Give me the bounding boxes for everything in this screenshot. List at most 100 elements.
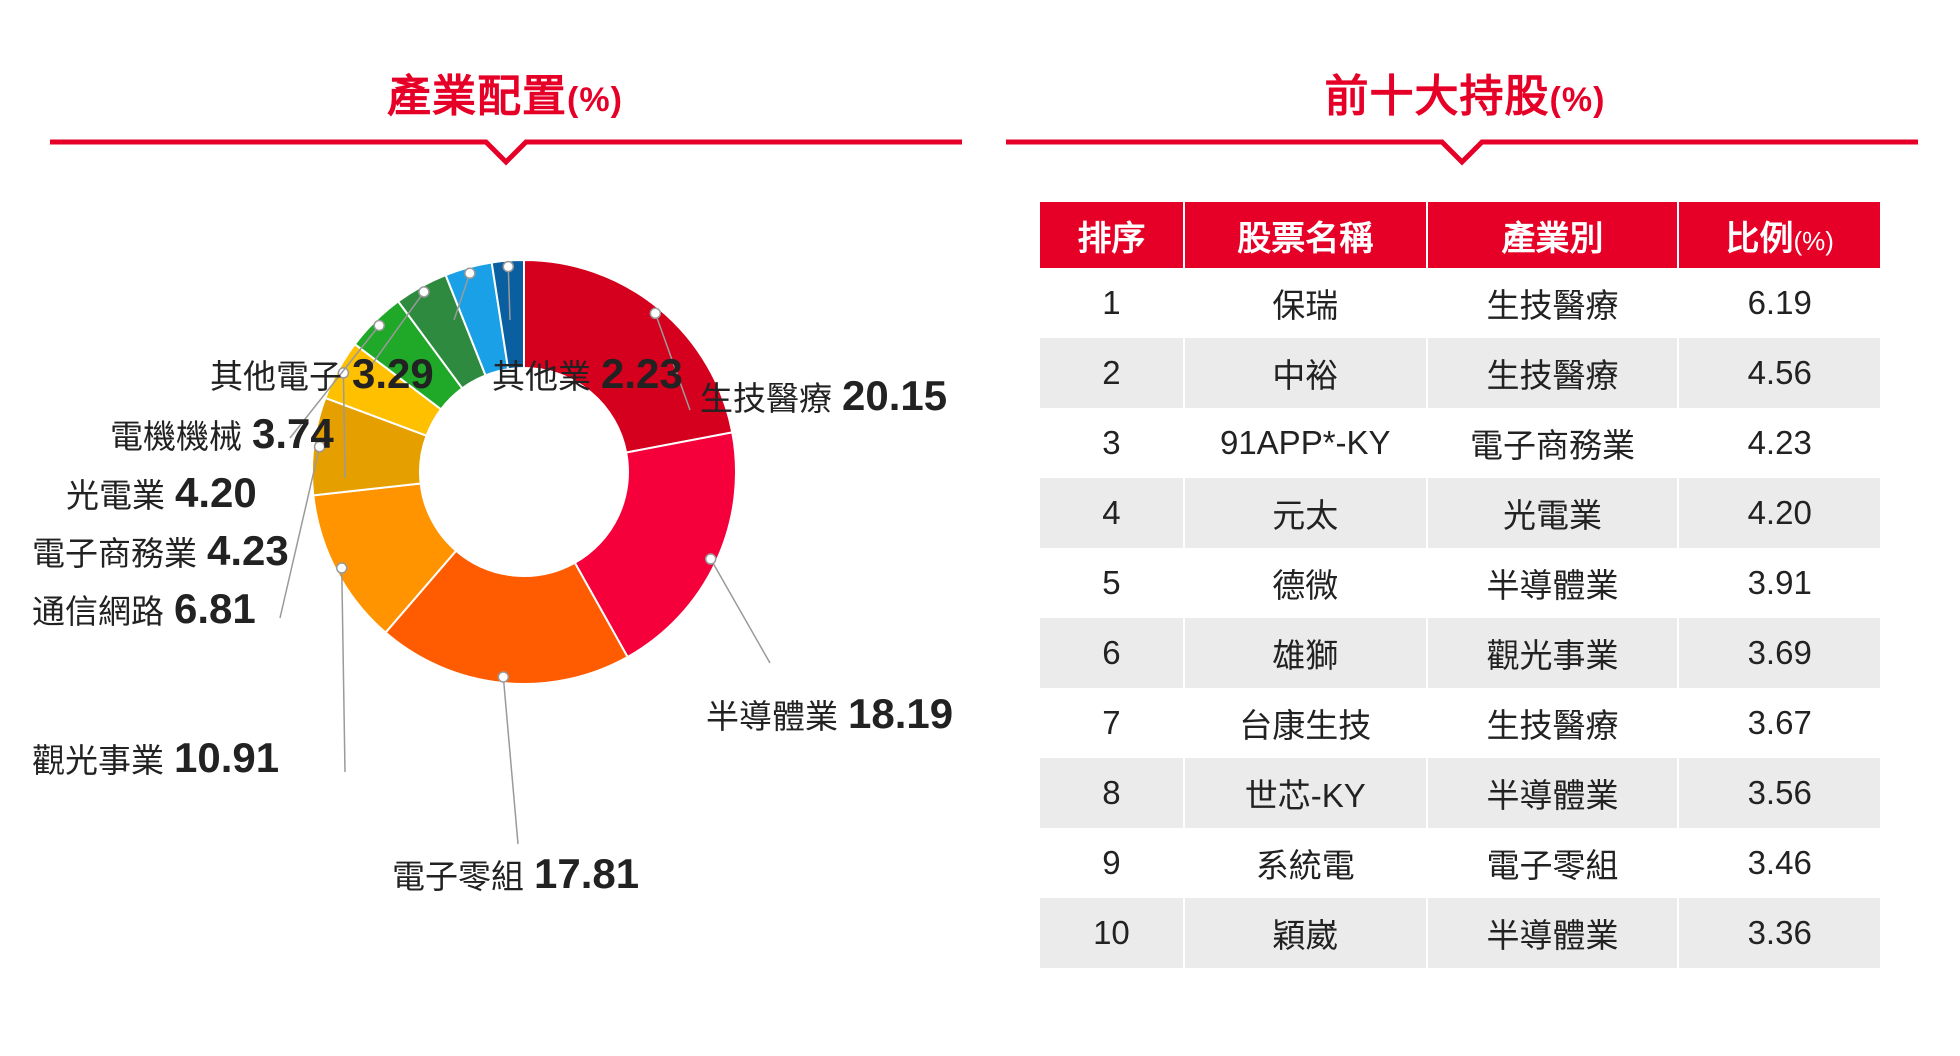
slice-label-name: 電子商務業	[32, 534, 197, 573]
cell-stock-name: 91APP*-KY	[1183, 408, 1428, 478]
cell-rank: 8	[1040, 758, 1185, 828]
cell-ratio: 3.46	[1678, 828, 1880, 898]
table-row: 4 元太 光電業 4.20	[1040, 478, 1880, 548]
cell-ratio: 3.56	[1678, 758, 1880, 828]
leader-line	[453, 272, 471, 321]
industry-allocation-unit: (%)	[567, 81, 623, 119]
cell-stock-name: 雄獅	[1183, 618, 1428, 688]
donut-slice	[573, 431, 737, 659]
table-row: 3 91APP*-KY 電子商務業 4.23	[1040, 408, 1880, 478]
table-row: 1 保瑞 生技醫療 6.19	[1040, 268, 1880, 338]
header-stock-name: 股票名稱	[1183, 202, 1428, 268]
leader-line	[279, 446, 321, 619]
cell-rank: 5	[1040, 548, 1185, 618]
leader-line	[369, 291, 425, 368]
cell-stock-name: 系統電	[1183, 828, 1428, 898]
slice-label-value: 3.74	[252, 410, 334, 457]
table-row: 7 台康生技 生技醫療 3.67	[1040, 688, 1880, 758]
cell-ratio: 3.91	[1678, 548, 1880, 618]
leader-dot	[418, 286, 430, 298]
cell-industry: 光電業	[1426, 478, 1680, 548]
cell-rank: 7	[1040, 688, 1185, 758]
leader-line	[710, 558, 771, 664]
leader-dot	[335, 562, 348, 574]
cell-stock-name: 保瑞	[1183, 268, 1428, 338]
cell-industry: 半導體業	[1426, 898, 1680, 968]
cell-industry: 電子零組	[1426, 828, 1680, 898]
cell-ratio: 3.69	[1678, 618, 1880, 688]
top-ten-holdings-unit: (%)	[1549, 81, 1606, 119]
industry-allocation-title: 產業配置(%)	[50, 60, 960, 124]
slice-label-value: 20.15	[842, 372, 947, 419]
table-body: 1 保瑞 生技醫療 6.19 2 中裕 生技醫療 4.56 3 91APP*-KY 電子商務業 4.2…	[1040, 268, 1880, 968]
header-ratio-unit: (%)	[1793, 225, 1834, 256]
leader-line	[340, 567, 346, 773]
header-ratio-label: 比例	[1725, 219, 1794, 258]
leader-line	[502, 676, 519, 845]
cell-stock-name: 中裕	[1183, 338, 1428, 408]
top-ten-holdings-title-text: 前十大持股	[1324, 72, 1550, 121]
cell-stock-name: 台康生技	[1183, 688, 1428, 758]
slice-label: 其他業 2.23	[492, 350, 683, 397]
slice-label: 其他電子 3.29	[210, 350, 434, 397]
cell-industry: 電子商務業	[1426, 408, 1680, 478]
table-row: 9 系統電 電子零組 3.46	[1040, 828, 1880, 898]
leader-dot	[337, 367, 350, 379]
slice-label-value: 3.29	[352, 350, 434, 397]
cell-stock-name: 德微	[1183, 548, 1428, 618]
cell-industry: 生技醫療	[1426, 338, 1680, 408]
table-row: 5 德微 半導體業 3.91	[1040, 548, 1880, 618]
table-header-row: 排序 股票名稱 產業別 比例(%)	[1040, 202, 1880, 268]
cell-industry: 生技醫療	[1426, 268, 1680, 338]
cell-ratio: 4.23	[1678, 408, 1880, 478]
slice-label-value: 2.23	[601, 350, 683, 397]
cell-rank: 9	[1040, 828, 1185, 898]
slice-label: 光電業 4.20	[66, 469, 257, 516]
leader-dot	[373, 319, 385, 332]
cell-stock-name: 世芯-KY	[1183, 758, 1428, 828]
slice-label-value: 10.91	[174, 734, 279, 781]
leader-dot	[704, 553, 717, 565]
slice-label-value: 6.81	[174, 585, 256, 632]
slice-label-name: 生技醫療	[700, 379, 832, 418]
cell-rank: 2	[1040, 338, 1185, 408]
slice-label-name: 電子零組	[392, 857, 524, 896]
right-divider	[1006, 139, 1918, 166]
cell-ratio: 3.67	[1678, 688, 1880, 758]
left-divider	[50, 139, 962, 166]
cell-ratio: 4.56	[1678, 338, 1880, 408]
slice-label-name: 通信網路	[32, 592, 164, 631]
slice-label-name: 光電業	[66, 476, 165, 515]
cell-industry: 半導體業	[1426, 548, 1680, 618]
slice-label-name: 半導體業	[706, 697, 838, 736]
cell-stock-name: 元太	[1183, 478, 1428, 548]
cell-rank: 6	[1040, 618, 1185, 688]
slice-label-value: 18.19	[848, 690, 953, 737]
industry-donut-chart: 生技醫療 20.15 半導體業 18.19 電子零組 17.81 觀光事業 10.91 通信網路…	[32, 258, 953, 897]
header-rank: 排序	[1040, 202, 1185, 268]
cell-industry: 半導體業	[1426, 758, 1680, 828]
slice-label-value: 17.81	[534, 850, 639, 897]
slice-label-name: 其他業	[492, 357, 591, 396]
slice-label-value: 4.20	[175, 469, 257, 516]
leader-dot	[502, 260, 515, 273]
table-row: 8 世芯-KY 半導體業 3.56	[1040, 758, 1880, 828]
cell-ratio: 3.36	[1678, 898, 1880, 968]
top-ten-holdings-table: 排序 股票名稱 產業別 比例(%) 1 保瑞 生技醫療 6.19 2 中裕 生技醫療 4.56…	[1040, 202, 1880, 968]
donut-slice	[490, 258, 525, 371]
cell-rank: 10	[1040, 898, 1185, 968]
leader-line	[507, 266, 511, 321]
table-row: 10 穎崴 半導體業 3.36	[1040, 898, 1880, 968]
industry-allocation-title-text: 產業配置	[387, 72, 568, 121]
cell-industry: 生技醫療	[1426, 688, 1680, 758]
table-row: 6 雄獅 觀光事業 3.69	[1040, 618, 1880, 688]
leader-line	[654, 313, 691, 411]
table-row: 2 中裕 生技醫療 4.56	[1040, 338, 1880, 408]
top-ten-holdings-title: 前十大持股(%)	[1010, 60, 1920, 124]
cell-rank: 3	[1040, 408, 1185, 478]
leader-dot	[497, 671, 510, 683]
slice-label: 電子零組 17.81	[392, 850, 639, 897]
slice-label-name: 觀光事業	[32, 741, 164, 780]
cell-rank: 1	[1040, 268, 1185, 338]
leader-dot	[464, 267, 476, 279]
